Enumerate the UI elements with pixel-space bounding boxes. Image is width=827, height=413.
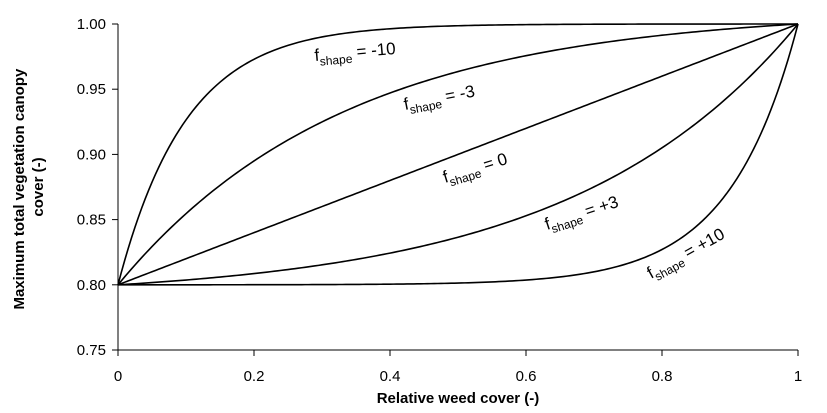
y-axis-title-line1: Maximum total vegetation canopy <box>11 68 28 310</box>
series-label-1: fshape = -3 <box>402 82 477 118</box>
y-tick-label: 0.80 <box>77 277 106 294</box>
y-tick-label: 0.85 <box>77 212 106 229</box>
x-tick-label: 1 <box>794 368 802 385</box>
series-line-4 <box>118 23 799 286</box>
y-axis-title-line2: cover (-) <box>30 157 47 216</box>
x-tick-label: 0.2 <box>244 368 265 385</box>
y-axis-title: Maximum total vegetation canopy cover (-… <box>11 64 47 309</box>
x-tick-label: 0.8 <box>652 368 673 385</box>
series-label-3: fshape = +3 <box>542 192 622 237</box>
axes <box>117 24 798 351</box>
series-line-1 <box>117 23 799 286</box>
x-tick-label: 0 <box>114 368 122 385</box>
ticks: 0.75 0.80 0.85 0.90 0.95 1.00 0 0.2 0.4 0.6 0.8 1 <box>77 16 802 385</box>
x-tick-label: 0.4 <box>380 368 401 385</box>
series-label-2: fshape = 0 <box>441 149 511 190</box>
series-line-3 <box>117 23 799 286</box>
y-tick-label: 0.75 <box>77 342 106 359</box>
y-tick-label: 0.90 <box>77 146 106 163</box>
x-axis-title: Relative weed cover (-) <box>377 390 540 407</box>
y-tick-label: 0.95 <box>77 81 106 98</box>
series-label-0: fshape = -10 <box>314 39 397 69</box>
y-tick-label: 1.00 <box>77 16 106 33</box>
series-lines <box>117 23 799 286</box>
series-line-0 <box>117 23 798 286</box>
series-line-2 <box>117 23 799 286</box>
x-tick-label: 0.6 <box>516 368 537 385</box>
